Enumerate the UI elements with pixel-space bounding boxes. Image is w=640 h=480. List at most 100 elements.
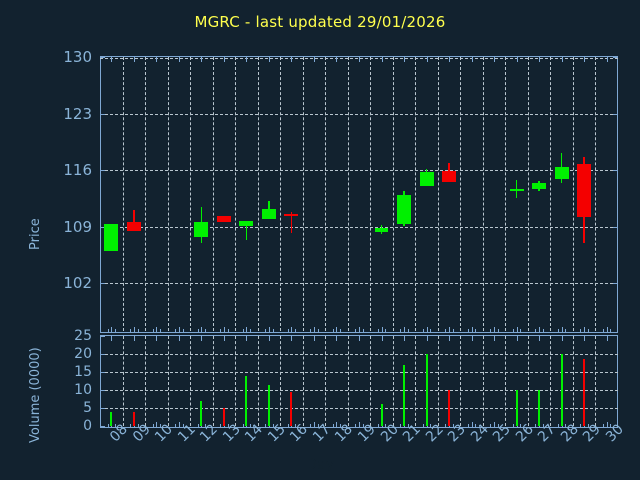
x-tick (178, 327, 180, 332)
x-minor-tick (377, 424, 379, 427)
x-minor-tick (565, 329, 567, 332)
x-tick (268, 327, 270, 332)
x-tick (246, 336, 248, 341)
volume-bar (222, 408, 225, 426)
x-minor-tick (115, 329, 116, 332)
x-tick (359, 327, 360, 332)
x-tick (404, 57, 406, 62)
x-tick (381, 57, 383, 62)
x-minor-tick (197, 424, 199, 427)
x-minor-tick (557, 329, 559, 332)
price-y-tick (100, 113, 105, 115)
x-tick (268, 336, 270, 341)
candle-body (126, 222, 141, 232)
x-tick (268, 57, 270, 62)
volume-bar (403, 364, 406, 426)
x-minor-tick (340, 329, 342, 332)
volume-bar (110, 411, 113, 426)
x-tick (606, 327, 608, 332)
x-tick (539, 327, 541, 332)
x-tick (584, 327, 586, 332)
x-minor-tick (362, 329, 364, 332)
x-minor-tick (610, 329, 612, 332)
x-minor-tick (445, 329, 447, 332)
volume-panel (100, 335, 618, 428)
candle-wick (132, 210, 135, 232)
x-tick (516, 336, 518, 341)
x-axis-label: Day (306, 457, 334, 473)
x-tick (291, 57, 293, 62)
x-tick (313, 327, 315, 332)
volume-y-tick (100, 390, 105, 391)
x-minor-tick (160, 329, 162, 332)
x-tick (584, 57, 586, 62)
x-tick (404, 327, 406, 332)
price-y-tick (613, 283, 618, 284)
price-y-tick (100, 283, 105, 284)
x-minor-tick (272, 424, 274, 427)
x-tick (426, 336, 428, 341)
x-minor-tick (295, 424, 297, 427)
x-tick (606, 336, 608, 341)
x-minor-tick (332, 329, 334, 332)
x-minor-tick (490, 424, 492, 427)
x-tick (156, 327, 158, 332)
x-tick (133, 57, 135, 62)
volume-bar (425, 354, 428, 426)
volume-y-tick (100, 408, 105, 409)
volume-y-tick (100, 372, 105, 373)
x-minor-tick (250, 329, 252, 332)
x-minor-tick (512, 424, 514, 427)
volume-bar (448, 390, 451, 426)
candle-body (419, 171, 434, 187)
x-minor-tick (220, 329, 222, 332)
x-minor-tick (175, 329, 177, 332)
price-y-tick (100, 170, 105, 171)
chart-title: MGRC - last updated 29/01/2026 (194, 13, 446, 31)
x-tick (516, 57, 518, 62)
volume-y-label: 5 (83, 400, 92, 416)
x-minor-tick (137, 424, 139, 427)
x-minor-tick (467, 329, 469, 332)
x-minor-tick (355, 329, 357, 332)
x-minor-tick (160, 424, 162, 427)
volume-bar (267, 384, 270, 426)
x-minor-tick (385, 424, 387, 427)
x-minor-tick (205, 424, 207, 427)
x-tick (336, 57, 338, 62)
x-minor-tick (295, 329, 297, 332)
x-tick (223, 57, 225, 62)
x-tick (449, 327, 451, 332)
x-tick (471, 57, 473, 62)
x-minor-tick (287, 329, 289, 332)
price-y-tick (100, 57, 105, 58)
x-minor-tick (197, 329, 199, 332)
x-tick (494, 422, 496, 427)
x-tick (561, 336, 563, 341)
x-tick (561, 327, 563, 332)
x-minor-tick (587, 329, 589, 332)
candle-body (442, 170, 457, 183)
x-minor-tick (542, 329, 544, 332)
x-tick (494, 57, 496, 62)
x-minor-tick (452, 424, 454, 427)
x-minor-tick (400, 424, 402, 427)
x-tick (494, 327, 496, 332)
x-tick (561, 57, 563, 62)
x-tick (359, 422, 360, 427)
volume-bar (132, 411, 135, 426)
x-minor-tick (467, 424, 469, 427)
x-minor-tick (490, 329, 492, 332)
x-minor-tick (407, 424, 409, 427)
x-tick (133, 336, 135, 341)
x-tick (449, 336, 451, 341)
x-minor-tick (220, 424, 222, 427)
price-y-tick (613, 170, 618, 171)
x-minor-tick (362, 424, 364, 427)
x-tick (156, 422, 158, 427)
x-minor-tick (580, 329, 582, 332)
x-minor-tick (610, 424, 612, 427)
x-tick (471, 422, 473, 427)
x-tick (313, 336, 315, 341)
